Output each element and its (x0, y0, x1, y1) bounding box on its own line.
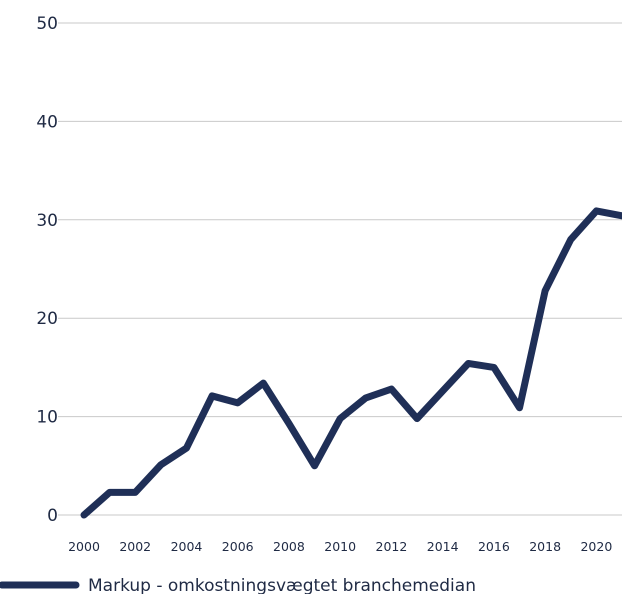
y-tick-label: 20 (36, 309, 58, 329)
legend-label: Markup - omkostningsvægtet branchemedian (88, 576, 476, 594)
gridlines (58, 22, 622, 516)
x-tick-label: 2014 (427, 539, 459, 554)
x-tick-label: 2016 (478, 539, 510, 554)
x-tick-label: 2020 (580, 539, 612, 554)
x-tick-label: 2000 (68, 539, 100, 554)
x-tick-label: 2010 (324, 539, 356, 554)
y-tick-label: 50 (36, 14, 58, 34)
x-tick-label: 2012 (376, 539, 408, 554)
x-tick-label: 2018 (529, 539, 561, 554)
x-axis-ticks: 2000 2002 2004 2006 2008 2010 2012 2014 2016 2018… (68, 539, 612, 554)
series-line-0 (80, 207, 622, 519)
x-tick-label: 2006 (222, 539, 254, 554)
y-tick-label: 0 (47, 506, 58, 526)
x-tick-label: 2008 (273, 539, 305, 554)
legend: Markup - omkostningsvægtet branchemedian (0, 576, 476, 594)
series-lines (80, 207, 622, 519)
y-tick-label: 40 (36, 112, 58, 132)
y-tick-label: 10 (36, 408, 58, 428)
x-tick-label: 2004 (171, 539, 203, 554)
x-tick-label: 2002 (119, 539, 151, 554)
y-axis-ticks: 0 10 20 30 40 50 (36, 14, 58, 526)
y-tick-label: 30 (36, 211, 58, 231)
